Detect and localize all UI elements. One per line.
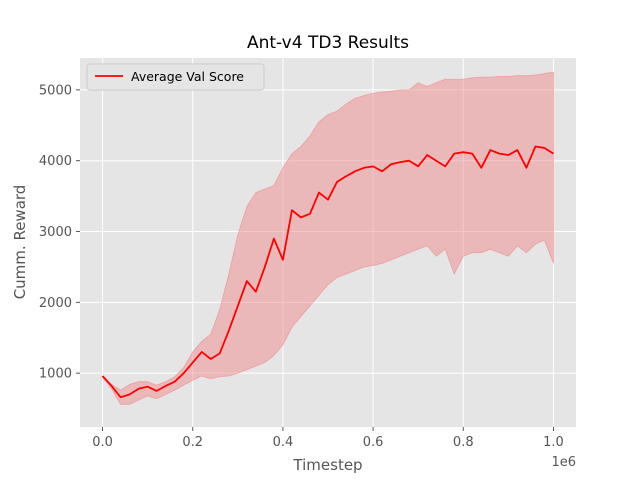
plot-background [80,58,576,427]
x-tick-label: 0.0 [92,435,113,450]
y-tick-label: 4000 [39,154,72,169]
grid-lines [80,58,576,427]
x-tick-label: 0.4 [273,435,294,450]
x-tick-label: 0.6 [363,435,384,450]
y-tick-label: 3000 [39,225,72,240]
chart-title: Ant-v4 TD3 Results [247,33,409,53]
x-axis-label: Timestep [292,456,362,474]
line-layer [101,145,554,399]
confidence-band [102,71,554,405]
y-tick-label: 1000 [39,367,72,382]
band-layer [102,71,554,405]
x-offset-label: 1e6 [551,455,576,470]
x-tick-label: 0.8 [453,435,474,450]
y-axis-label: Cumm. Reward [11,185,29,300]
x-tick-label: 1.0 [543,435,564,450]
series-line-average-val-score [101,145,554,399]
tick-labels: 0.0 0.2 0.4 0.6 0.8 1.0 1000 2000 3000 4000 5000 [39,83,564,450]
y-tick-label: 2000 [39,296,72,311]
legend-box [86,63,265,91]
legend: Average Val Score [86,63,265,91]
x-tick-label: 0.2 [182,435,203,450]
legend-label: Average Val Score [131,69,244,84]
y-tick-label: 5000 [39,83,72,98]
